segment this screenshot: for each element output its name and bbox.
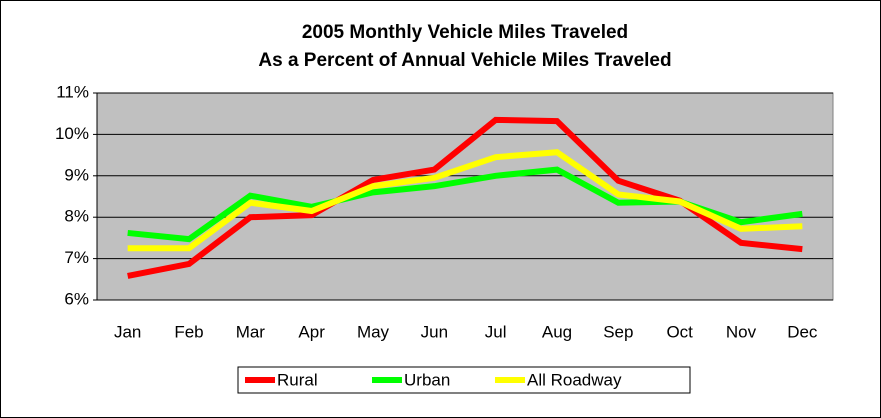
legend-label: Rural [277, 370, 318, 389]
x-tick-label: Jun [421, 322, 448, 341]
x-tick-label: Mar [236, 322, 266, 341]
legend-label: All Roadway [527, 370, 622, 389]
x-tick-label: Aug [542, 322, 572, 341]
legend [237, 366, 691, 394]
y-tick-label: 6% [64, 289, 89, 308]
x-tick-label: Dec [787, 322, 818, 341]
data-line [127, 149, 803, 252]
x-tick-label: Jan [114, 322, 141, 341]
y-tick-label: 11% [56, 82, 89, 101]
x-tick-label: Jul [485, 322, 507, 341]
x-tick-label: Sep [603, 322, 633, 341]
y-tick-label: 7% [64, 248, 89, 267]
x-tick-label: Feb [174, 322, 203, 341]
y-tick-label: 8% [64, 207, 89, 226]
chart-title: As a Percent of Annual Vehicle Miles Tra… [258, 50, 671, 71]
plot-area [96, 92, 834, 301]
y-tick-label: 9% [64, 165, 89, 184]
x-tick-label: Nov [726, 322, 757, 341]
x-tick-label: May [357, 322, 390, 341]
y-tick-label: 10% [55, 124, 89, 143]
legend-label: Urban [404, 370, 450, 389]
x-tick-label: Apr [298, 322, 325, 341]
x-tick-label: Oct [666, 322, 693, 341]
chart-title: 2005 Monthly Vehicle Miles Traveled [302, 22, 628, 43]
